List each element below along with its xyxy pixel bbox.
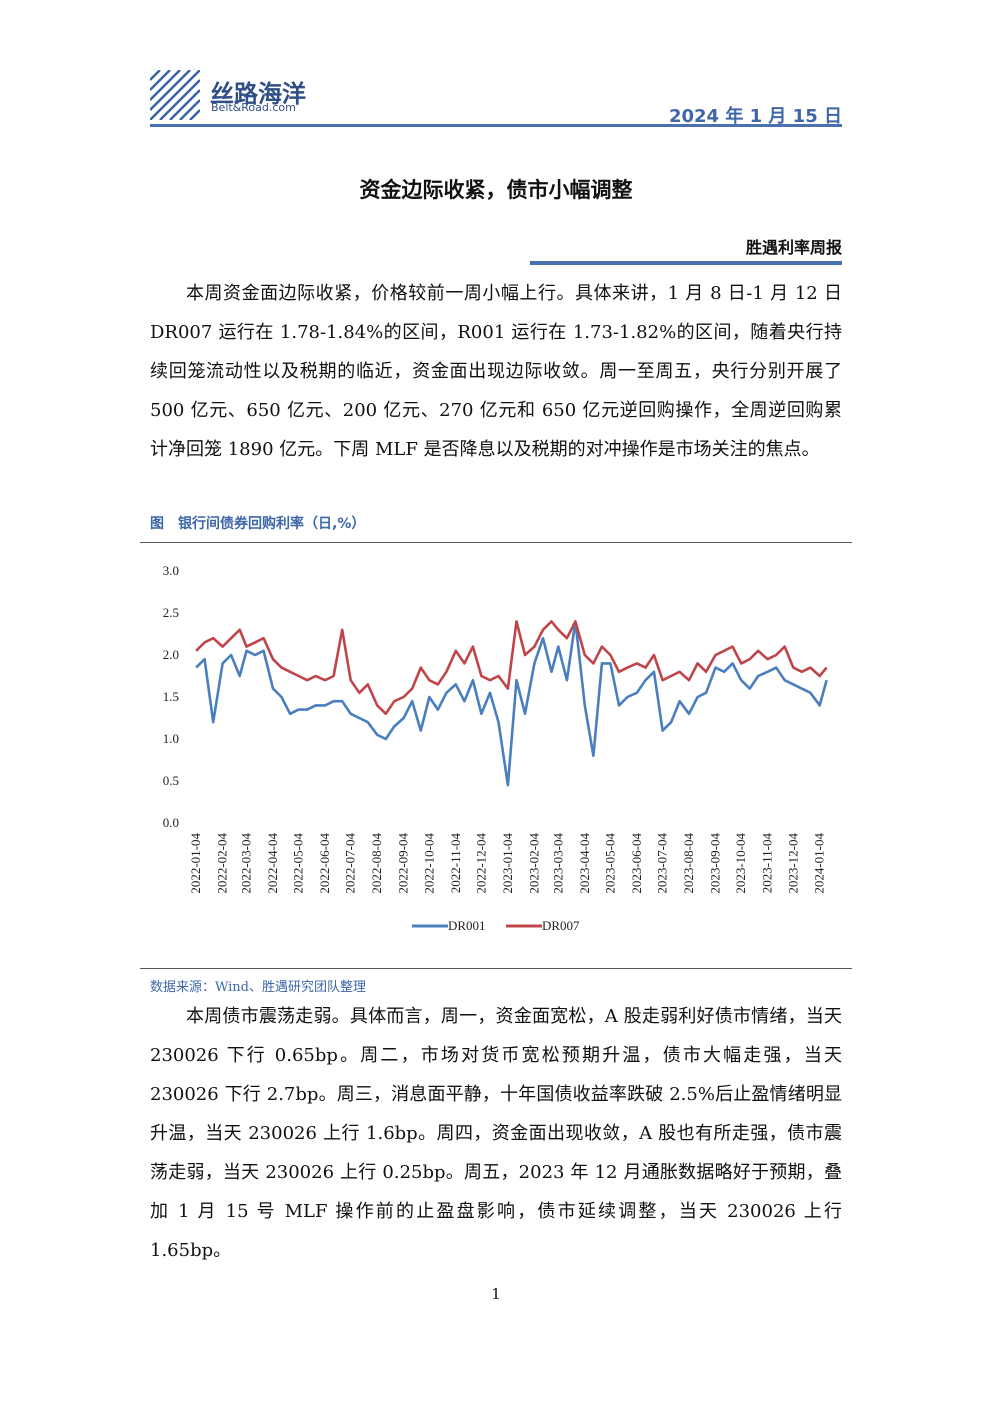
x-tick-label: 2022-11-04 — [448, 833, 463, 894]
x-tick-label: 2022-12-04 — [473, 833, 488, 894]
date: 2024 年 1 月 15 日 — [668, 106, 842, 127]
y-tick-label: 3.0 — [163, 563, 179, 578]
title: 资金边际收紧，债市小幅调整 — [359, 178, 633, 202]
series-line — [195, 620, 828, 787]
chart: 0.0 0.5 1.0 1.5 2.0 2.5 3.0 2022-01-04 2022-02-0… — [163, 563, 828, 933]
column-bar — [530, 261, 842, 265]
x-tick-label: 2022-05-04 — [291, 833, 306, 894]
x-tick-label: 2022-01-04 — [188, 833, 203, 894]
x-tick-label: 2023-12-04 — [785, 833, 800, 894]
legend-label: DR001 — [448, 918, 486, 933]
y-tick-label: 1.5 — [163, 689, 179, 704]
logo — [150, 70, 200, 120]
y-tick-label: 2.5 — [163, 605, 179, 620]
page-number: 1 — [491, 1285, 501, 1303]
series-line — [195, 620, 828, 716]
y-tick-label: 1.0 — [163, 731, 179, 746]
x-tick-label: 2022-10-04 — [421, 833, 436, 894]
x-tick-label: 2022-07-04 — [343, 833, 358, 894]
brand-sub: Belt&Road.com — [211, 101, 296, 114]
x-tick-label: 2022-02-04 — [215, 833, 230, 894]
x-tick-label: 2022-08-04 — [369, 833, 384, 894]
header-rule — [150, 124, 842, 127]
x-tick-label: 2023-07-04 — [655, 833, 670, 894]
y-tick-label: 0.0 — [163, 815, 179, 830]
x-tick-label: 2023-06-04 — [629, 833, 644, 894]
source: 数据来源：Wind、胜遇研究团队整理 — [150, 980, 366, 995]
x-tick-label: 2023-10-04 — [733, 833, 748, 894]
x-tick-label: 2023-01-04 — [500, 833, 515, 894]
divider — [140, 968, 852, 969]
divider — [140, 542, 852, 543]
column: 胜遇利率周报 — [745, 238, 842, 257]
x-tick-label: 2022-04-04 — [265, 833, 280, 894]
legend-label: DR007 — [542, 918, 580, 933]
y-tick-label: 2.0 — [163, 647, 179, 662]
x-tick-label: 2023-11-04 — [760, 833, 775, 894]
x-tick-label: 2023-02-04 — [526, 833, 541, 894]
paragraph: 本周债市震荡走弱。具体而言，周一，资金面宽松，A 股走弱利好债市情绪，当天 23… — [150, 1006, 842, 1261]
y-tick-label: 0.5 — [163, 773, 179, 788]
x-tick-label: 2024-01-04 — [812, 833, 827, 894]
x-tick-label: 2023-09-04 — [708, 833, 723, 894]
x-tick-label: 2023-05-04 — [602, 833, 617, 894]
brand: 丝路海洋 — [210, 80, 306, 108]
chart-title: 图 银行间债券回购利率（日,%） — [150, 516, 366, 532]
x-tick-label: 2023-03-04 — [550, 833, 565, 894]
x-tick-label: 2023-04-04 — [577, 833, 592, 894]
x-tick-label: 2022-06-04 — [317, 833, 332, 894]
x-tick-label: 2022-03-04 — [239, 833, 254, 894]
paragraph: 本周资金面边际收紧，价格较前一周小幅上行。具体来讲，1 月 8 日-1 月 12… — [150, 283, 842, 460]
x-tick-label: 2022-09-04 — [396, 833, 411, 894]
x-tick-label: 2023-08-04 — [681, 833, 696, 894]
